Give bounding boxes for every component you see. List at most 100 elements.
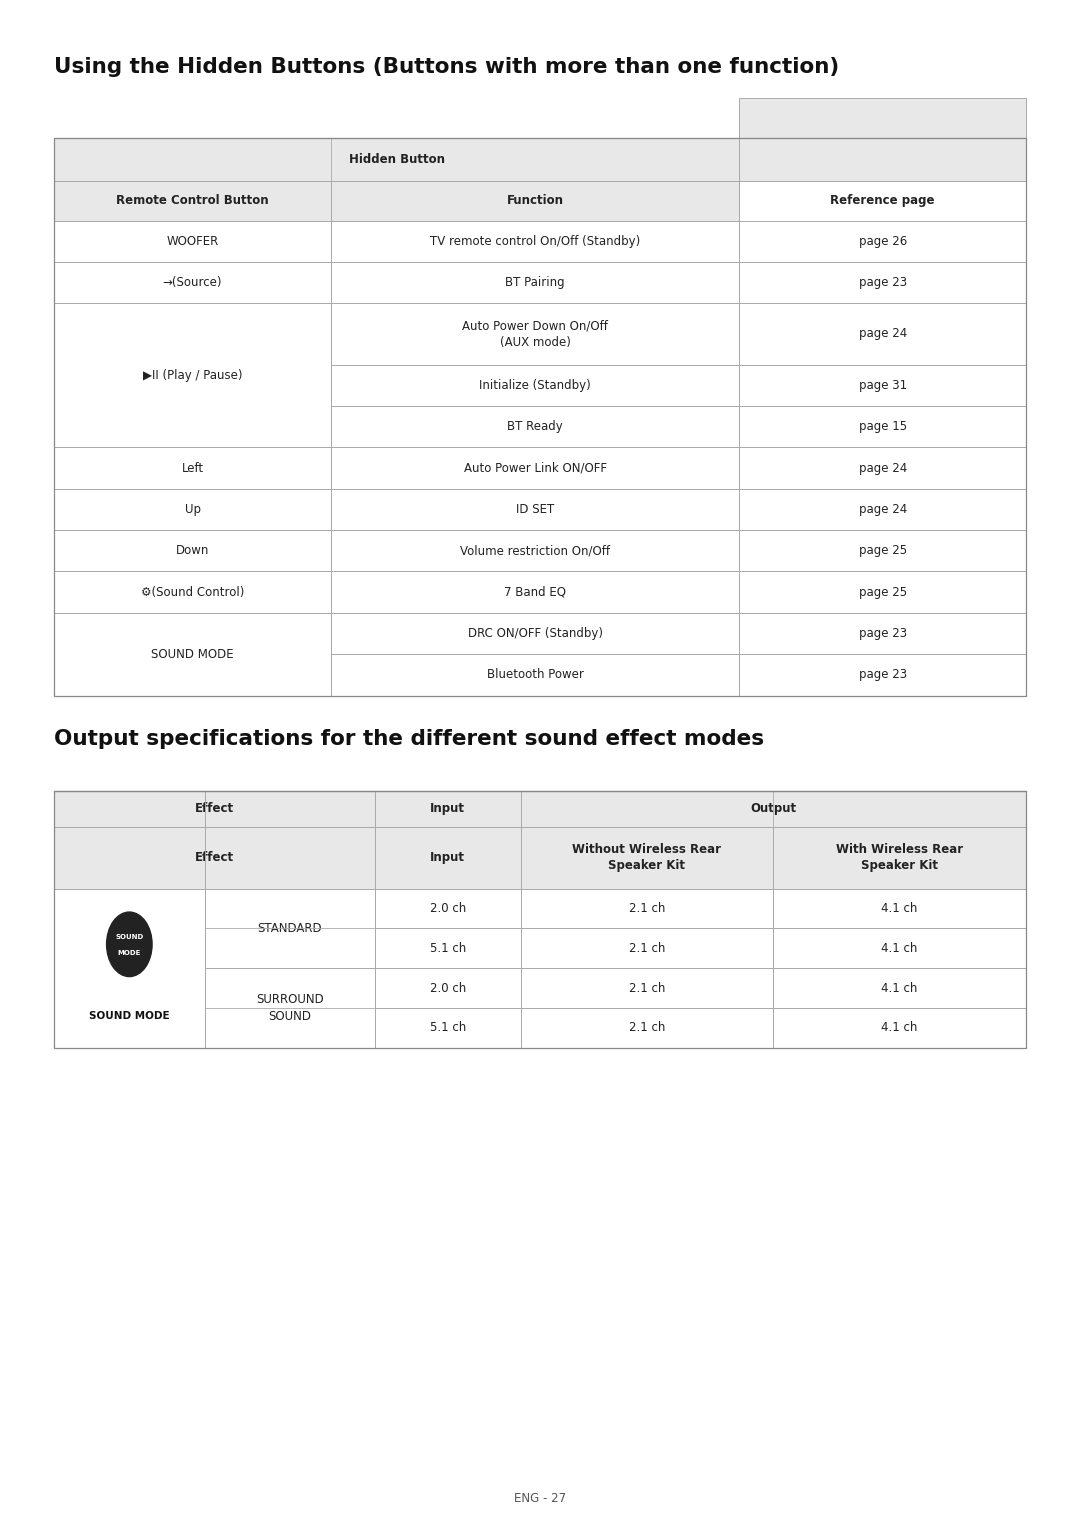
Bar bbox=[521, 1008, 773, 1048]
Text: BT Pairing: BT Pairing bbox=[505, 276, 565, 290]
Bar bbox=[54, 889, 205, 1048]
Text: Output specifications for the different sound effect modes: Output specifications for the different … bbox=[54, 729, 765, 749]
Bar bbox=[330, 613, 739, 654]
Text: ⚙(Sound Control): ⚙(Sound Control) bbox=[140, 585, 244, 599]
Bar bbox=[54, 262, 330, 303]
Text: SURROUND
SOUND: SURROUND SOUND bbox=[256, 993, 324, 1023]
Text: page 24: page 24 bbox=[859, 328, 907, 340]
Text: Down: Down bbox=[176, 544, 210, 558]
Text: Effect: Effect bbox=[194, 803, 234, 815]
Text: WOOFER: WOOFER bbox=[166, 234, 218, 248]
Text: SOUND MODE: SOUND MODE bbox=[89, 1011, 170, 1020]
Bar bbox=[521, 968, 773, 1008]
Text: page 23: page 23 bbox=[859, 276, 907, 290]
Text: With Wireless Rear
Speaker Kit: With Wireless Rear Speaker Kit bbox=[836, 844, 963, 872]
Text: Input: Input bbox=[430, 803, 465, 815]
Bar bbox=[330, 262, 739, 303]
Bar bbox=[739, 262, 1026, 303]
Bar bbox=[205, 889, 375, 968]
Bar bbox=[330, 447, 739, 489]
Bar bbox=[739, 98, 1026, 181]
Bar bbox=[54, 571, 330, 613]
Bar bbox=[54, 221, 330, 262]
Bar bbox=[54, 138, 739, 181]
Text: Function: Function bbox=[507, 195, 564, 207]
Text: DRC ON/OFF (Standby): DRC ON/OFF (Standby) bbox=[468, 627, 603, 640]
Bar bbox=[739, 221, 1026, 262]
Text: page 25: page 25 bbox=[859, 544, 907, 558]
Text: Input: Input bbox=[430, 852, 465, 864]
Bar bbox=[54, 447, 330, 489]
Bar bbox=[330, 489, 739, 530]
Text: page 23: page 23 bbox=[859, 668, 907, 682]
Text: Initialize (Standby): Initialize (Standby) bbox=[480, 378, 591, 392]
Bar bbox=[54, 530, 330, 571]
Text: Without Wireless Rear
Speaker Kit: Without Wireless Rear Speaker Kit bbox=[572, 844, 721, 872]
Text: 4.1 ch: 4.1 ch bbox=[881, 942, 918, 954]
Text: 4.1 ch: 4.1 ch bbox=[881, 902, 918, 915]
Text: TV remote control On/Off (Standby): TV remote control On/Off (Standby) bbox=[430, 234, 640, 248]
Text: 5.1 ch: 5.1 ch bbox=[430, 1022, 465, 1034]
Text: 5.1 ch: 5.1 ch bbox=[430, 942, 465, 954]
Text: Auto Power Link ON/OFF: Auto Power Link ON/OFF bbox=[463, 461, 607, 475]
Bar bbox=[521, 791, 1026, 827]
Bar bbox=[375, 827, 521, 889]
Text: MODE: MODE bbox=[118, 950, 141, 956]
Text: Left: Left bbox=[181, 461, 203, 475]
Bar bbox=[54, 791, 375, 827]
Bar bbox=[773, 889, 1026, 928]
Text: 2.0 ch: 2.0 ch bbox=[430, 902, 465, 915]
Bar bbox=[521, 928, 773, 968]
Text: ▶II (Play / Pause): ▶II (Play / Pause) bbox=[143, 369, 242, 381]
Bar bbox=[375, 928, 521, 968]
Text: 7 Band EQ: 7 Band EQ bbox=[504, 585, 566, 599]
Bar bbox=[54, 489, 330, 530]
Bar bbox=[330, 571, 739, 613]
Bar bbox=[54, 613, 330, 696]
Bar bbox=[521, 827, 773, 889]
Text: STANDARD: STANDARD bbox=[257, 922, 322, 935]
Text: SOUND MODE: SOUND MODE bbox=[151, 648, 234, 660]
Bar bbox=[54, 138, 1026, 696]
Bar bbox=[205, 968, 375, 1048]
Text: Reference page: Reference page bbox=[831, 195, 935, 207]
Bar bbox=[773, 928, 1026, 968]
Bar bbox=[54, 303, 330, 447]
Text: 4.1 ch: 4.1 ch bbox=[881, 982, 918, 994]
Bar bbox=[739, 365, 1026, 406]
Text: 2.1 ch: 2.1 ch bbox=[629, 942, 665, 954]
Text: Bluetooth Power: Bluetooth Power bbox=[487, 668, 583, 682]
Text: page 31: page 31 bbox=[859, 378, 907, 392]
Bar bbox=[739, 613, 1026, 654]
Text: →(Source): →(Source) bbox=[163, 276, 222, 290]
Text: Auto Power Down On/Off
(AUX mode): Auto Power Down On/Off (AUX mode) bbox=[462, 319, 608, 349]
Text: 2.1 ch: 2.1 ch bbox=[629, 1022, 665, 1034]
Bar bbox=[54, 181, 330, 221]
Bar bbox=[375, 1008, 521, 1048]
Text: Volume restriction On/Off: Volume restriction On/Off bbox=[460, 544, 610, 558]
Bar bbox=[773, 1008, 1026, 1048]
Text: Hidden Button: Hidden Button bbox=[349, 153, 445, 165]
Text: ID SET: ID SET bbox=[516, 502, 554, 516]
Text: ENG - 27: ENG - 27 bbox=[514, 1492, 566, 1504]
Text: page 24: page 24 bbox=[859, 502, 907, 516]
Bar bbox=[330, 530, 739, 571]
Text: Using the Hidden Buttons (Buttons with more than one function): Using the Hidden Buttons (Buttons with m… bbox=[54, 57, 839, 77]
Text: page 24: page 24 bbox=[859, 461, 907, 475]
Bar bbox=[739, 530, 1026, 571]
Bar bbox=[773, 827, 1026, 889]
Text: Up: Up bbox=[185, 502, 201, 516]
Text: 2.1 ch: 2.1 ch bbox=[629, 982, 665, 994]
Text: SOUND: SOUND bbox=[116, 935, 144, 941]
Bar bbox=[330, 221, 739, 262]
Bar bbox=[330, 303, 739, 365]
Text: 2.0 ch: 2.0 ch bbox=[430, 982, 465, 994]
Bar bbox=[330, 365, 739, 406]
Bar bbox=[375, 791, 521, 827]
Bar bbox=[375, 889, 521, 928]
Bar bbox=[375, 968, 521, 1008]
Text: page 25: page 25 bbox=[859, 585, 907, 599]
Text: BT Ready: BT Ready bbox=[508, 420, 563, 434]
Bar bbox=[54, 791, 1026, 1048]
Bar bbox=[330, 654, 739, 696]
